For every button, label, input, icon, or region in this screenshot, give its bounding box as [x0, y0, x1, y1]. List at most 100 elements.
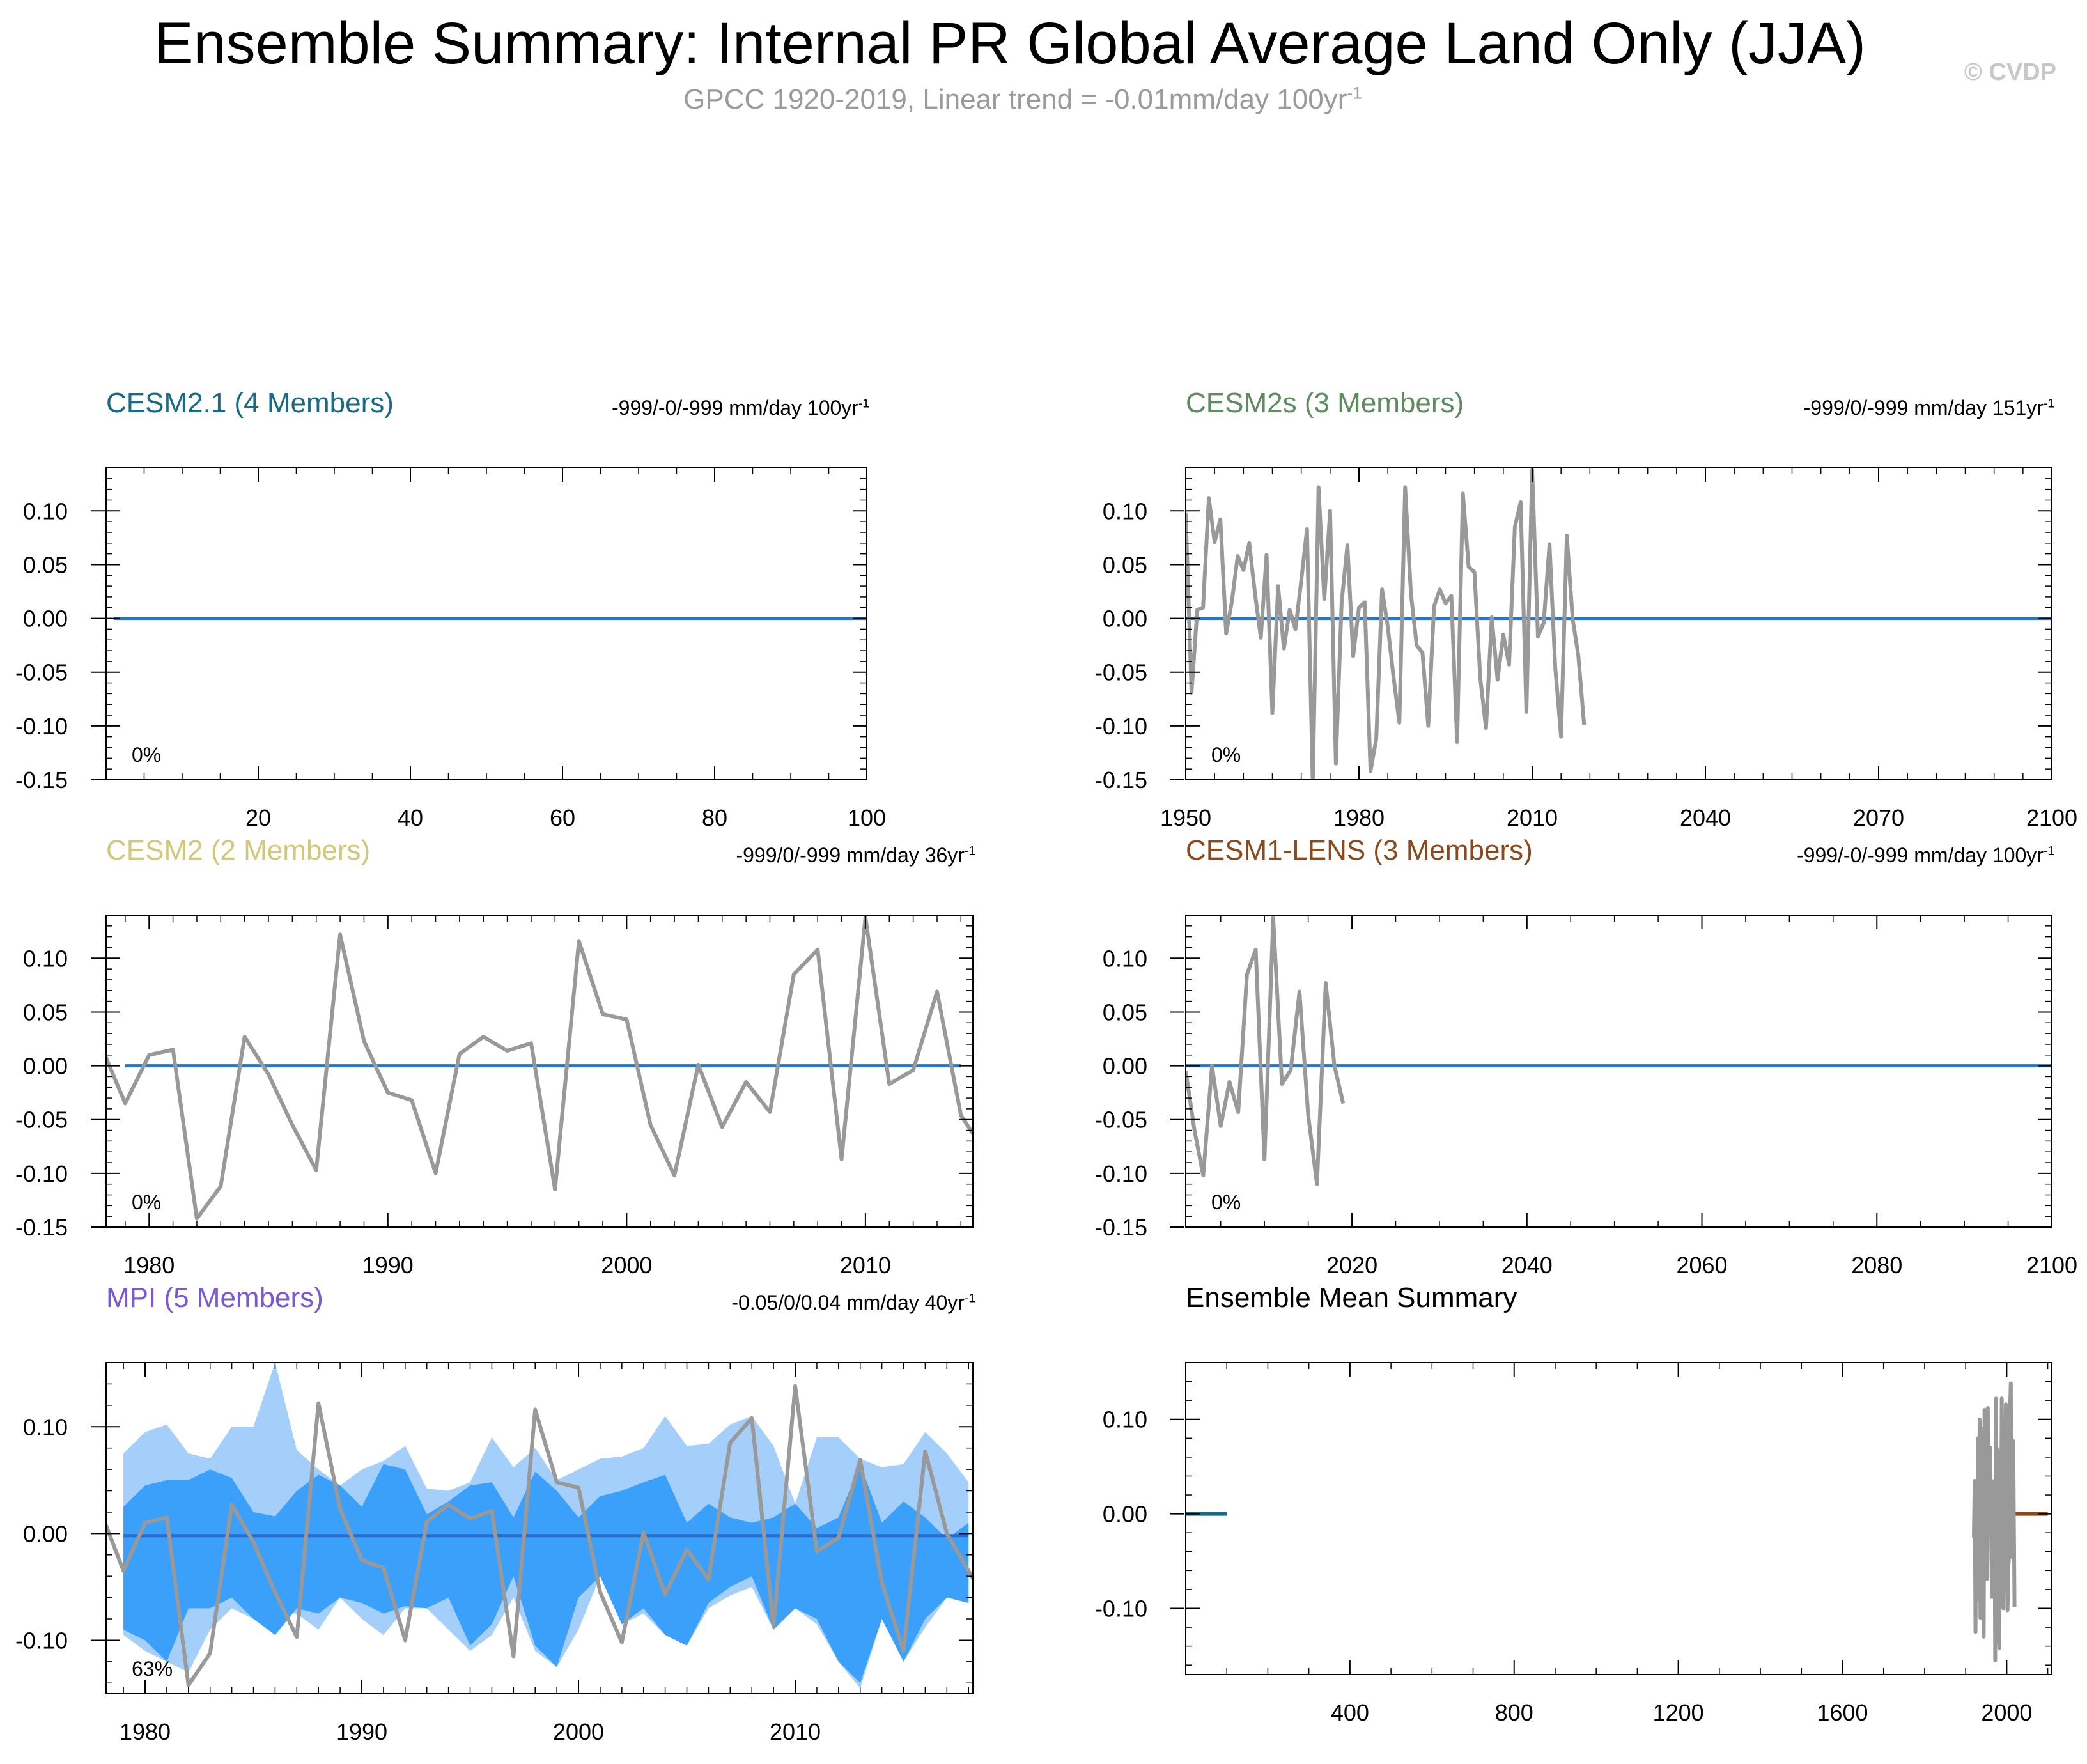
x-tick-label: 2010 — [770, 1719, 821, 1745]
y-tick-label: 0.00 — [23, 1520, 68, 1547]
y-tick-label: 0.05 — [1103, 552, 1147, 578]
x-tick-label: 100 — [848, 805, 886, 831]
subtitle-text: GPCC 1920-2019, Linear trend = -0.01mm/d… — [683, 84, 1347, 115]
x-tick-label: 2100 — [2026, 1252, 2077, 1278]
y-tick-label: 0.10 — [1103, 498, 1147, 524]
x-tick-label: 2010 — [1507, 805, 1558, 831]
x-tick-label: 1980 — [1333, 805, 1385, 831]
percent-annotation: 0% — [132, 743, 161, 766]
chart-panel-cesm2s: CESM2s (3 Members) -999/0/-999 mm/day 151… — [1083, 387, 2087, 850]
chart-title: MPI (5 Members) — [106, 1282, 323, 1313]
y-tick-label: -0.15 — [1095, 767, 1147, 793]
plot-frame — [105, 467, 867, 780]
y-tick-label: 0.10 — [1103, 1407, 1147, 1433]
y-tick-label: 0.10 — [1103, 945, 1147, 971]
chart-svg: 20 40 60 80 100 -0.15 -0.10 -0.05 0.00 0.05 0.10 0% — [15, 467, 886, 831]
x-tick-label: 1980 — [120, 1719, 171, 1745]
percent-annotation: 0% — [132, 1191, 161, 1214]
plot-frame — [1185, 1362, 2052, 1675]
y-tick-label: 0.00 — [1103, 606, 1147, 632]
y-tick-label: 0.00 — [23, 1053, 68, 1079]
observed-series-line — [1971, 1381, 2017, 1662]
y-tick-label: -0.05 — [15, 1107, 68, 1133]
chart-trend-superscript: -1 — [2043, 397, 2054, 411]
y-tick-label: -0.15 — [15, 767, 68, 793]
y-tick-label: -0.10 — [1095, 713, 1147, 739]
chart-panel-cesm21: CESM2.1 (4 Members) -999/-0/-999 mm/day 1… — [4, 387, 905, 850]
y-tick-label: 0.05 — [23, 552, 68, 578]
x-tick-label: 2040 — [1501, 1252, 1553, 1278]
x-tick-label: 2100 — [2026, 805, 2077, 831]
chart-trend-superscript: -1 — [964, 1292, 975, 1306]
y-tick-label: -0.15 — [1095, 1214, 1147, 1241]
x-tick-label: 20 — [245, 805, 271, 831]
x-tick-label: 80 — [702, 805, 727, 831]
spread-band-inner — [123, 1464, 969, 1683]
x-tick-label: 2000 — [601, 1252, 652, 1278]
x-tick-label: 2000 — [1981, 1699, 2032, 1726]
y-tick-label: 0.00 — [1103, 1053, 1147, 1079]
y-tick-label: 0.00 — [23, 606, 68, 632]
chart-panel-mpi: MPI (5 Members) -0.05/0/0.04 mm/day 40yr-… — [4, 1282, 1011, 1764]
page-subtitle: GPCC 1920-2019, Linear trend = -0.01mm/d… — [0, 84, 2045, 115]
x-tick-label: 2060 — [1676, 1252, 1727, 1278]
y-tick-label: 0.05 — [1103, 999, 1147, 1025]
chart-panel-ensemble-mean-summary: Ensemble Mean Summary 400 800 1200 1600 2000 -… — [1083, 1282, 2087, 1745]
y-tick-label: -0.10 — [15, 1161, 68, 1187]
y-tick-label: -0.10 — [15, 713, 68, 739]
x-tick-label: 1980 — [123, 1252, 175, 1278]
plot-frame — [105, 1362, 974, 1694]
x-tick-label: 1990 — [336, 1719, 387, 1745]
chart-trend-text: -999/0/-999 mm/day 36yr — [736, 844, 965, 867]
y-tick-label: 0.10 — [23, 945, 68, 971]
plot-frame — [1185, 915, 2052, 1228]
chart-trend-superscript: -1 — [858, 397, 869, 411]
page-title: Ensemble Summary: Internal PR Global Ave… — [154, 11, 1866, 76]
chart-title: CESM2.1 (4 Members) — [106, 387, 394, 419]
chart-title: CESM1-LENS (3 Members) — [1186, 835, 1533, 866]
chart-trend-text: -0.05/0/0.04 mm/day 40yr — [731, 1291, 965, 1314]
y-tick-label: -0.10 — [15, 1627, 68, 1653]
copyright-label: © CVDP — [1964, 59, 2056, 86]
x-tick-label: 2000 — [553, 1719, 604, 1745]
y-tick-label: -0.05 — [1095, 660, 1147, 686]
plot-frame — [105, 915, 974, 1228]
x-tick-label: 2010 — [840, 1252, 891, 1278]
y-tick-label: -0.15 — [15, 1214, 68, 1241]
y-tick-label: 0.10 — [23, 1414, 68, 1440]
x-tick-label: 1600 — [1817, 1699, 1868, 1726]
chart-trend-superscript: -1 — [964, 844, 975, 858]
chart-panel-cesm1lens: CESM1-LENS (3 Members) -999/-0/-999 mm/da… — [1083, 835, 2087, 1297]
x-tick-label: 1950 — [1160, 805, 1211, 831]
y-tick-label: -0.05 — [1095, 1107, 1147, 1133]
x-tick-label: 400 — [1331, 1699, 1369, 1726]
y-tick-label: 0.00 — [1103, 1501, 1147, 1528]
x-tick-label: 1200 — [1653, 1699, 1704, 1726]
y-tick-label: 0.05 — [23, 999, 68, 1025]
chart-trend-superscript: -1 — [2043, 844, 2054, 858]
observed-series-line — [1186, 915, 1346, 1186]
chart-title: Ensemble Mean Summary — [1186, 1282, 1517, 1313]
y-tick-label: -0.05 — [15, 660, 68, 686]
chart-panel-cesm2: CESM2 (2 Members) -999/0/-999 mm/day 36yr… — [4, 835, 1011, 1297]
chart-svg: 2020 2040 2060 2080 2100 -0.15 -0.10 -0.05 0.00 0… — [1095, 915, 2077, 1278]
x-tick-label: 2040 — [1680, 805, 1731, 831]
chart-title: CESM2s (3 Members) — [1186, 387, 1464, 419]
x-tick-label: 2020 — [1326, 1252, 1377, 1278]
y-tick-label: 0.10 — [23, 498, 68, 524]
chart-svg: 1950 1980 2010 2040 2070 2100 -0.15 -0.10 -0.05 0… — [1095, 467, 2077, 831]
percent-annotation: 63% — [132, 1657, 173, 1680]
chart-svg: 1980 1990 2000 2010 -0.10 0.00 0.10 63% — [15, 1362, 974, 1745]
chart-svg: 400 800 1200 1600 2000 -0.10 0.00 0.10 — [1095, 1362, 2052, 1726]
subtitle-superscript: -1 — [1347, 83, 1362, 103]
chart-trend-label: -0.05/0/0.04 mm/day 40yr-1 — [731, 1291, 975, 1315]
chart-trend-text: -999/0/-999 mm/day 151yr — [1803, 396, 2044, 419]
chart-trend-label: -999/-0/-999 mm/day 100yr-1 — [612, 396, 869, 420]
observed-series-line — [1186, 468, 1587, 780]
x-tick-label: 2080 — [1851, 1252, 1902, 1278]
chart-title: CESM2 (2 Members) — [106, 835, 371, 866]
chart-svg: 1980 1990 2000 2010 -0.15 -0.10 -0.05 0.00 0.05 0… — [15, 915, 974, 1278]
y-tick-label: -0.10 — [1095, 1161, 1147, 1187]
observed-series-line — [106, 915, 973, 1221]
x-tick-label: 60 — [550, 805, 575, 831]
